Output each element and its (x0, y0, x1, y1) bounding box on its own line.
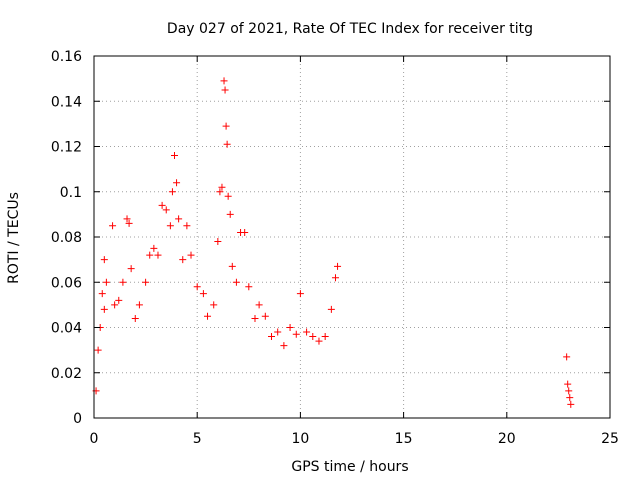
data-point (241, 228, 249, 236)
data-point (179, 256, 187, 264)
data-point (565, 387, 573, 395)
data-points (92, 77, 575, 408)
data-point (94, 346, 102, 354)
x-tick-label: 15 (395, 431, 413, 447)
data-point (255, 301, 263, 309)
data-point (268, 333, 276, 341)
x-axis-label: GPS time / hours (291, 459, 408, 475)
data-point (170, 152, 178, 160)
x-tick-label: 10 (291, 431, 309, 447)
data-point (261, 312, 269, 320)
data-point (303, 328, 311, 336)
data-point (292, 330, 300, 338)
y-axis-label: ROTI / TECUs (6, 192, 22, 284)
y-axis: 0 0.02 0.04 0.06 0.08 0.1 0.12 0.14 0.16 (51, 49, 610, 427)
data-point (216, 188, 224, 196)
data-point (142, 278, 150, 286)
data-point (158, 201, 166, 209)
data-point (115, 296, 123, 304)
data-point (100, 305, 108, 313)
data-point (221, 86, 229, 94)
data-point (222, 122, 230, 130)
data-point (327, 305, 335, 313)
data-point (309, 333, 317, 341)
y-tick-label: 0.16 (51, 49, 82, 65)
data-point (98, 290, 106, 298)
data-point (563, 353, 571, 361)
data-point (228, 262, 236, 270)
data-point (162, 206, 170, 214)
data-point (315, 337, 323, 345)
data-point (154, 251, 162, 259)
data-point (119, 278, 127, 286)
data-point (274, 328, 282, 336)
y-tick-label: 0.1 (60, 185, 82, 201)
data-point (218, 183, 226, 191)
data-point (204, 312, 212, 320)
y-tick-label: 0.04 (51, 321, 82, 337)
data-point (331, 274, 339, 282)
data-point (187, 251, 195, 259)
data-point (193, 283, 201, 291)
y-tick-label: 0.02 (51, 366, 82, 382)
data-point (183, 222, 191, 230)
data-point (175, 215, 183, 223)
data-point (245, 283, 253, 291)
data-point (564, 380, 572, 388)
y-tick-label: 0.08 (51, 230, 82, 246)
data-point (567, 400, 575, 408)
data-point (111, 301, 119, 309)
data-point (146, 251, 154, 259)
data-point (223, 140, 231, 148)
data-point (334, 262, 342, 270)
data-point (127, 265, 135, 273)
y-tick-label: 0.12 (51, 140, 82, 156)
data-point (123, 215, 131, 223)
y-tick-label: 0.14 (51, 94, 82, 110)
x-tick-label: 5 (193, 431, 202, 447)
data-point (286, 324, 294, 331)
x-tick-label: 20 (498, 431, 516, 447)
data-point (280, 342, 288, 350)
data-point (125, 219, 133, 227)
data-point (566, 394, 574, 402)
y-tick-label: 0 (73, 411, 82, 427)
data-point (131, 314, 139, 322)
x-tick-label: 0 (90, 431, 99, 447)
y-tick-label: 0.06 (51, 275, 82, 291)
data-point (150, 244, 158, 252)
data-point (224, 192, 232, 200)
data-point (168, 188, 176, 196)
data-point (173, 179, 181, 187)
data-point (135, 301, 143, 309)
chart-title: Day 027 of 2021, Rate Of TEC Index for r… (167, 21, 533, 37)
data-point (199, 290, 207, 298)
data-point (166, 222, 174, 230)
plot-frame (93, 55, 611, 419)
grid (94, 56, 610, 418)
data-point (232, 278, 240, 286)
x-axis: 0 5 10 15 20 25 (90, 56, 619, 447)
data-point (226, 210, 234, 218)
x-tick-label: 25 (601, 431, 619, 447)
data-point (109, 222, 117, 230)
data-point (102, 278, 110, 286)
data-point (296, 290, 304, 298)
data-point (214, 238, 222, 246)
data-point (210, 301, 218, 309)
data-point (220, 77, 228, 85)
data-point (321, 333, 329, 341)
data-point (251, 314, 259, 322)
data-point (100, 256, 108, 264)
